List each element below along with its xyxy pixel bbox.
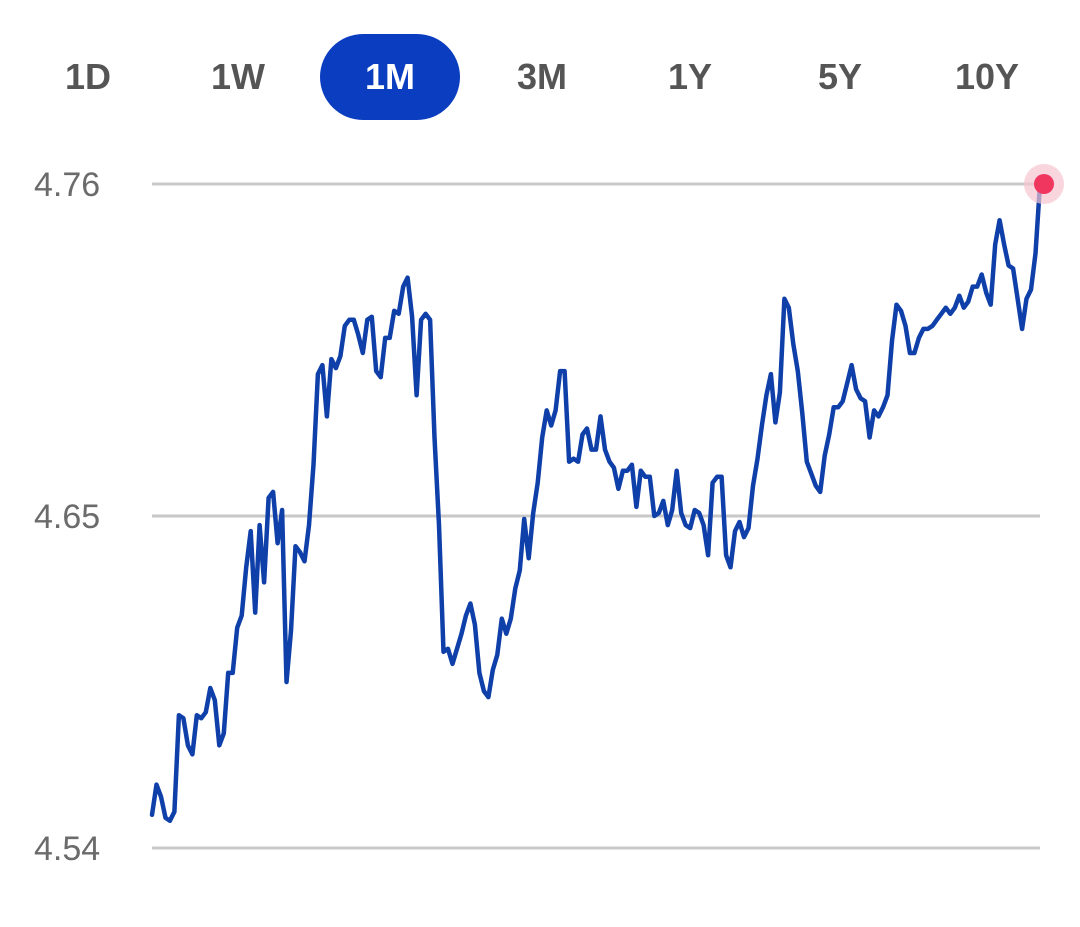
range-tab-1y[interactable]: 1Y bbox=[667, 56, 713, 97]
y-tick-label: 4.65 bbox=[34, 498, 100, 536]
range-tab-1w[interactable]: 1W bbox=[211, 56, 265, 97]
range-tab-10y[interactable]: 10Y bbox=[954, 56, 1020, 97]
range-tab-3m[interactable]: 3M bbox=[516, 56, 567, 97]
time-range-selector: 1D 1W 1M 3M 1Y 5Y 10Y bbox=[0, 30, 1080, 124]
range-tab-1m[interactable]: 1M bbox=[320, 34, 460, 120]
range-tab-1d[interactable]: 1D bbox=[64, 56, 112, 97]
range-tab-5y[interactable]: 5Y bbox=[817, 56, 863, 97]
y-tick-label: 4.54 bbox=[34, 830, 100, 868]
series-line bbox=[149, 181, 1043, 824]
y-tick-label: 4.76 bbox=[34, 166, 100, 204]
last-point-marker[interactable] bbox=[1034, 174, 1054, 194]
